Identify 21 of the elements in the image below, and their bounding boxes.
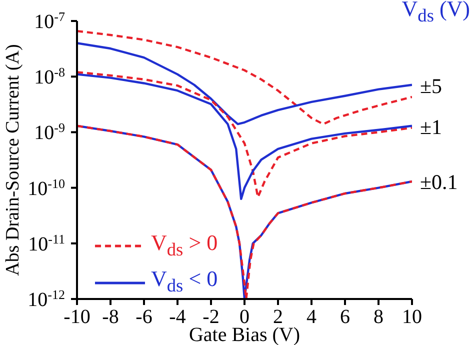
text: ±5 <box>420 74 442 98</box>
x-tick-label: -8 <box>102 306 119 328</box>
x-tick-label: -6 <box>136 306 152 328</box>
text: ±0.1 <box>420 170 458 194</box>
x-tick-label: 4 <box>306 306 316 328</box>
y-axis-title: Abs Drain-Source Current (A) <box>2 44 24 276</box>
x-tick-label: 6 <box>340 306 350 328</box>
x-tick-label: 8 <box>374 306 384 328</box>
y-tick-label: 10$^{-12}$ <box>28 286 65 311</box>
y-tick-label: 10$^{-7}$ <box>34 8 66 33</box>
text: ±1 <box>420 115 442 139</box>
x-tick-label: -4 <box>169 306 186 328</box>
legend-label: V$_{ds}$ < 0 <box>151 265 218 298</box>
y-tick-label: 10$^{-9}$ <box>34 120 65 144</box>
y-tick-label: 10$^{-8}$ <box>34 64 65 89</box>
x-tick-label: -10 <box>64 306 90 328</box>
x-tick-label: 10 <box>402 306 422 328</box>
y-tick-label: 10$^{-11}$ <box>28 230 65 256</box>
annotation: V$_{ds}$ (V) <box>402 0 470 26</box>
legend-label: V$_{ds}$ > 0 <box>151 229 218 262</box>
y-tick-label: 10$^{-10}$ <box>28 175 65 200</box>
